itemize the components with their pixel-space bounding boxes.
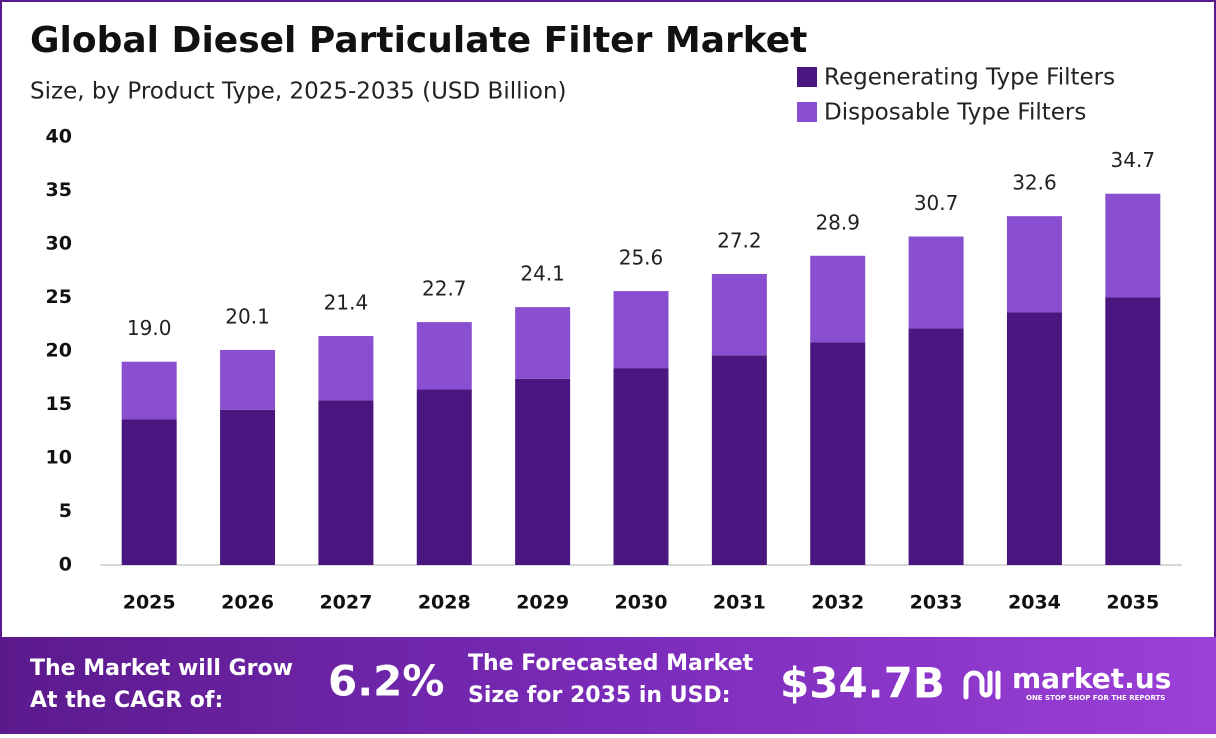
- bar-segment: [711, 273, 767, 356]
- total-label: 32.6: [1012, 171, 1057, 195]
- y-tick-label: 30: [46, 233, 72, 255]
- x-tick-label: 2032: [811, 592, 864, 614]
- x-tick-label: 2026: [221, 592, 274, 614]
- cagr-text: The Market will Grow: [30, 656, 293, 681]
- y-tick-label: 25: [46, 286, 72, 308]
- y-tick-label: 5: [59, 500, 72, 522]
- bar-segment: [220, 349, 276, 410]
- y-tick-label: 10: [46, 447, 72, 469]
- bar-segment: [810, 342, 866, 565]
- total-label: 24.1: [520, 262, 565, 286]
- legend-swatch: [797, 102, 817, 122]
- x-tick-label: 2025: [123, 592, 176, 614]
- total-label: 21.4: [324, 291, 369, 315]
- bar-segment: [711, 355, 767, 565]
- brand-logo: [963, 670, 1001, 700]
- bar-segment: [613, 368, 669, 565]
- y-tick-label: 0: [59, 554, 72, 576]
- total-label: 34.7: [1111, 148, 1156, 172]
- bar-segment: [1105, 193, 1161, 298]
- y-tick-label: 40: [46, 126, 72, 148]
- bar-segment: [515, 307, 571, 379]
- total-label: 28.9: [815, 210, 860, 234]
- bar-segment: [220, 409, 276, 565]
- bar-segment: [810, 255, 866, 343]
- x-tick-label: 2035: [1106, 592, 1159, 614]
- bar-segment: [121, 419, 177, 565]
- chart-subtitle: Size, by Product Type, 2025-2035 (USD Bi…: [30, 79, 567, 105]
- footer: The Market will Grow At the CAGR of: 6.2…: [30, 651, 1171, 713]
- bar-segment: [515, 378, 571, 565]
- bar-segment: [318, 400, 374, 565]
- x-tick-label: 2030: [615, 592, 668, 614]
- x-tick-label: 2034: [1008, 592, 1061, 614]
- y-tick-label: 35: [46, 179, 72, 201]
- legend-label: Regenerating Type Filters: [824, 65, 1115, 91]
- bar-segment: [416, 322, 472, 390]
- bar-segment: [908, 236, 964, 329]
- total-label: 25.6: [619, 246, 664, 270]
- forecast-value: $34.7B: [780, 659, 945, 708]
- bar-segment: [121, 361, 177, 420]
- cagr-value: 6.2%: [328, 657, 444, 706]
- chart-title: Global Diesel Particulate Filter Market: [30, 20, 807, 61]
- bar-segment: [1105, 297, 1161, 565]
- total-label: 20.1: [225, 304, 270, 328]
- brand: market.us: [1012, 662, 1171, 695]
- bar-segment: [613, 291, 669, 369]
- total-label: 30.7: [914, 191, 959, 215]
- total-label: 19.0: [127, 316, 172, 340]
- footer-band: [0, 637, 1216, 734]
- forecast-text: The Forecasted Market: [468, 651, 754, 676]
- cagr-text: At the CAGR of:: [30, 688, 223, 713]
- bar-segment: [1006, 216, 1062, 313]
- y-tick-label: 20: [46, 340, 72, 362]
- total-label: 27.2: [717, 228, 762, 252]
- y-tick-label: 15: [46, 393, 72, 415]
- legend-swatch: [797, 67, 817, 87]
- forecast-text: Size for 2035 in USD:: [468, 683, 731, 708]
- x-tick-label: 2028: [418, 592, 471, 614]
- bar-segment: [1006, 312, 1062, 565]
- bar-segment: [908, 328, 964, 565]
- legend-label: Disposable Type Filters: [824, 100, 1086, 126]
- x-tick-label: 2031: [713, 592, 766, 614]
- total-label: 22.7: [422, 277, 467, 301]
- x-tick-label: 2027: [319, 592, 372, 614]
- bar-segment: [318, 336, 374, 401]
- tagline: ONE STOP SHOP FOR THE REPORTS: [1026, 694, 1165, 702]
- bar-segment: [416, 389, 472, 565]
- x-tick-label: 2029: [516, 592, 569, 614]
- x-tick-label: 2033: [910, 592, 963, 614]
